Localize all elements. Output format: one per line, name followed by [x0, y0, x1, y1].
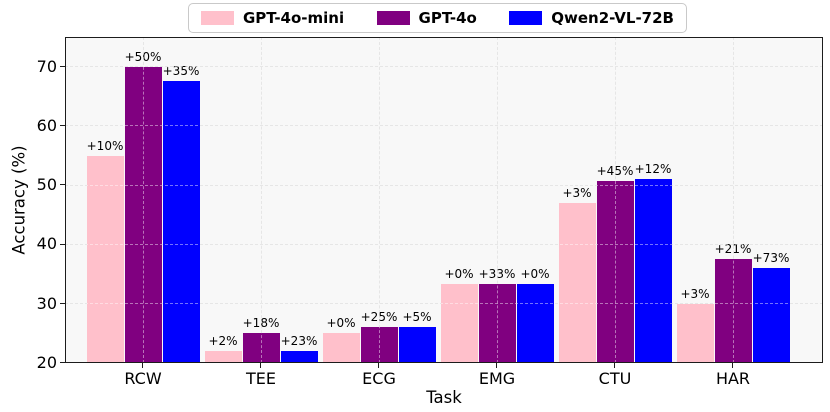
bar-annotation: +0%	[444, 267, 474, 282]
bar-annotation: +45%	[596, 164, 634, 179]
bar-Qwen2-VL-72B-RCW	[162, 81, 200, 363]
x-tick-mark	[732, 363, 734, 368]
bar-Qwen2-VL-72B-TEE	[280, 351, 318, 363]
v-gridline	[378, 37, 380, 363]
bar-annotation: +3%	[680, 286, 710, 301]
h-gridline-overlay	[65, 125, 823, 127]
h-gridline-overlay	[65, 303, 823, 305]
bar-annotation: +5%	[402, 310, 432, 325]
x-tick-label-TEE: TEE	[246, 369, 276, 388]
v-gridline	[260, 37, 262, 363]
h-gridline	[65, 125, 823, 127]
legend-item-GPT-4o-mini: GPT-4o-mini	[201, 9, 344, 27]
bar-GPT-4o-mini-HAR	[676, 303, 714, 363]
h-gridline-overlay	[65, 243, 823, 245]
v-gridline-overlay	[614, 37, 616, 363]
bar-Qwen2-VL-72B-ECG	[398, 327, 436, 363]
bar-Qwen2-VL-72B-HAR	[752, 268, 790, 363]
y-tick-label: 60	[36, 115, 57, 135]
x-tick-label-RCW: RCW	[124, 369, 162, 388]
bar-GPT-4o-RCW	[124, 66, 162, 363]
bar-annotation: +73%	[752, 251, 790, 266]
h-gridline	[65, 243, 823, 245]
bar-annotation: +23%	[280, 334, 318, 349]
bar-Qwen2-VL-72B-EMG	[516, 284, 554, 363]
y-tick-mark	[60, 243, 65, 245]
bar-annotation: +0%	[326, 316, 356, 331]
y-tick-label: 40	[36, 234, 57, 254]
legend-swatch-icon	[376, 11, 410, 25]
x-tick-mark	[614, 363, 616, 368]
bar-annotation: +3%	[562, 185, 592, 200]
y-tick-mark	[60, 303, 65, 305]
h-gridline-overlay	[65, 184, 823, 186]
bar-GPT-4o-mini-ECG	[322, 333, 360, 363]
h-gridline-overlay	[65, 66, 823, 68]
legend-item-GPT-4o: GPT-4o	[376, 9, 477, 27]
bar-annotation: +12%	[634, 162, 672, 177]
x-tick-mark	[496, 363, 498, 368]
v-gridline-overlay	[142, 37, 144, 363]
legend-item-Qwen2-VL-72B: Qwen2-VL-72B	[509, 9, 674, 27]
x-tick-label-ECG: ECG	[362, 369, 396, 388]
legend-label: Qwen2-VL-72B	[551, 9, 674, 27]
bar-annotation: +33%	[478, 267, 516, 282]
bar-annotation: +10%	[86, 138, 124, 153]
bar-GPT-4o-mini-RCW	[86, 155, 124, 363]
y-tick-label: 30	[36, 293, 57, 313]
legend-label: GPT-4o	[418, 9, 477, 27]
bar-annotation: +35%	[162, 64, 200, 79]
x-tick-label-EMG: EMG	[478, 369, 516, 388]
x-tick-label-HAR: HAR	[715, 369, 751, 388]
x-axis-label: Task	[426, 388, 462, 407]
bar-GPT-4o-ECG	[360, 327, 398, 363]
v-gridline-overlay	[260, 37, 262, 363]
y-tick-label: 70	[36, 56, 57, 76]
y-tick-mark	[60, 362, 65, 364]
bar-annotation: +25%	[360, 310, 398, 325]
y-tick-mark	[60, 125, 65, 127]
x-tick-mark	[142, 363, 144, 368]
bar-annotation: +2%	[208, 334, 238, 349]
h-gridline	[65, 66, 823, 68]
bar-annotation: +0%	[520, 267, 550, 282]
bar-GPT-4o-HAR	[714, 259, 752, 363]
v-gridline-overlay	[732, 37, 734, 363]
bar-GPT-4o-EMG	[478, 284, 516, 363]
bar-GPT-4o-mini-EMG	[440, 284, 478, 363]
legend-swatch-icon	[201, 11, 234, 25]
v-gridline	[496, 37, 498, 363]
y-tick-label: 50	[36, 175, 57, 195]
x-tick-label-CTU: CTU	[598, 369, 632, 388]
legend-swatch-icon	[509, 11, 543, 25]
bar-GPT-4o-mini-TEE	[204, 351, 242, 363]
bar-GPT-4o-TEE	[242, 333, 280, 363]
y-tick-label: 20	[36, 353, 57, 372]
bar-annotation: +50%	[124, 49, 162, 64]
y-tick-mark	[60, 184, 65, 186]
bar-GPT-4o-CTU	[596, 181, 634, 363]
v-gridline-overlay	[496, 37, 498, 363]
bar-annotation: +18%	[242, 316, 280, 331]
bar-GPT-4o-mini-CTU	[558, 202, 596, 363]
v-gridline-overlay	[378, 37, 380, 363]
v-gridline	[732, 37, 734, 363]
bar-annotation: +21%	[714, 242, 752, 257]
bar-Qwen2-VL-72B-CTU	[634, 179, 672, 363]
x-tick-mark	[260, 363, 262, 368]
h-gridline	[65, 184, 823, 186]
chart-legend: GPT-4o-mini GPT-4o Qwen2-VL-72B	[188, 3, 687, 33]
legend-label: GPT-4o-mini	[243, 9, 345, 27]
y-tick-mark	[60, 65, 65, 67]
x-tick-mark	[378, 363, 380, 368]
